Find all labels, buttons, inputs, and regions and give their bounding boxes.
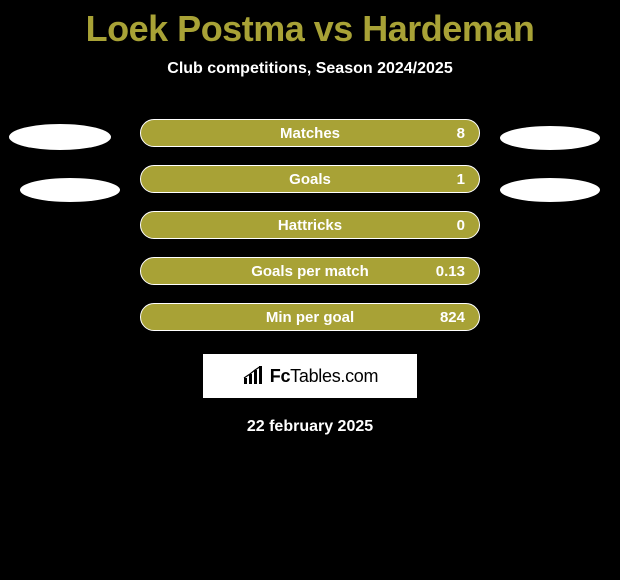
stat-label: Min per goal <box>266 309 354 326</box>
stat-value: 8 <box>457 125 465 142</box>
page-title: Loek Postma vs Hardeman <box>0 0 620 50</box>
stat-bar: Goals 1 <box>140 165 480 193</box>
stat-value: 0 <box>457 217 465 234</box>
logo-prefix: Fc <box>270 366 290 386</box>
logo-text: FcTables.com <box>270 366 378 387</box>
bar-chart-icon <box>242 366 266 386</box>
date-text: 22 february 2025 <box>0 418 620 436</box>
stat-value: 824 <box>440 309 465 326</box>
stat-label: Matches <box>280 125 340 142</box>
stat-label: Goals per match <box>251 263 369 280</box>
stat-label: Goals <box>289 171 331 188</box>
stat-value: 1 <box>457 171 465 188</box>
stat-row: Hattricks 0 <box>0 202 620 248</box>
stat-row: Goals per match 0.13 <box>0 248 620 294</box>
logo-suffix: Tables.com <box>290 366 378 386</box>
subtitle: Club competitions, Season 2024/2025 <box>0 60 620 78</box>
stat-row: Matches 8 <box>0 110 620 156</box>
logo-box: FcTables.com <box>203 354 417 398</box>
stat-row: Goals 1 <box>0 156 620 202</box>
stat-bar: Hattricks 0 <box>140 211 480 239</box>
stat-bar: Goals per match 0.13 <box>140 257 480 285</box>
stats-container: Matches 8 Goals 1 Hattricks 0 Goals per … <box>0 110 620 340</box>
stat-row: Min per goal 824 <box>0 294 620 340</box>
stat-bar: Min per goal 824 <box>140 303 480 331</box>
stat-bar: Matches 8 <box>140 119 480 147</box>
stat-label: Hattricks <box>278 217 342 234</box>
logo: FcTables.com <box>242 366 378 387</box>
stat-value: 0.13 <box>436 263 465 280</box>
